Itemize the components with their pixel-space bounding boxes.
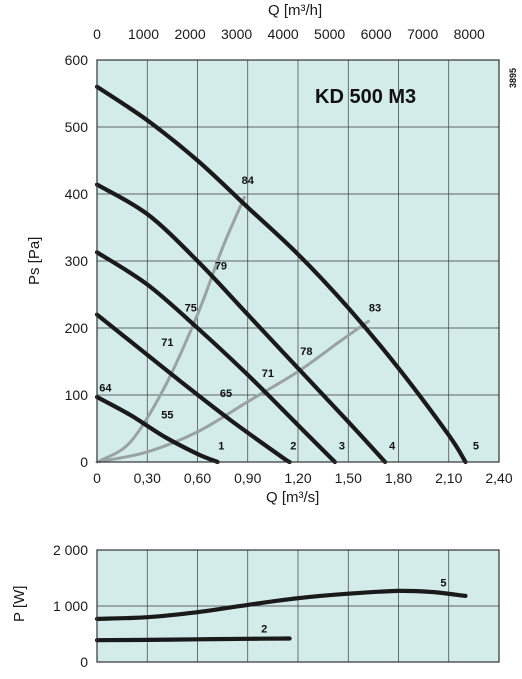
x-tick-label: 0,90 (234, 470, 261, 486)
power-curve-label: 2 (261, 623, 267, 635)
x2-tick-label: 6000 (361, 26, 392, 42)
x-tick-label: 1,80 (385, 470, 412, 486)
main-efficiency-curves (95, 195, 370, 464)
x-tick-label: 0,30 (134, 470, 161, 486)
fan-curve-2 (94, 312, 292, 465)
y-tick-label: 0 (80, 454, 88, 470)
curve-label: 2 (290, 440, 296, 452)
y-axis-title: Ps [Pa] (26, 237, 43, 285)
curve-label: 3 (339, 440, 345, 452)
x-tick-label: 0 (93, 470, 101, 486)
efficiency-label: 64 (99, 383, 112, 395)
main-x2-ticks: 0 1000 2000 3000 4000 5000 6000 7000 8000 (93, 26, 485, 42)
x2-tick-label: 3000 (221, 26, 252, 42)
power-grid (97, 550, 499, 662)
x-tick-label: 2,10 (435, 470, 462, 486)
x-axis-title: Q [m³/s] (266, 489, 319, 506)
power-curve-5 (94, 588, 468, 621)
x2-axis-title: Q [m³/h] (268, 2, 322, 19)
y-tick-label: 300 (65, 253, 89, 269)
curve-label: 4 (389, 440, 396, 452)
chart-title: KD 500 M3 (315, 86, 416, 108)
y-tick-label: 100 (65, 387, 89, 403)
y-tick-label: 600 (65, 52, 89, 68)
x-tick-label: 1,20 (284, 470, 311, 486)
efficiency-label: 79 (215, 261, 227, 273)
main-series-group (94, 84, 468, 465)
power-curve-2 (94, 636, 292, 643)
efficiency-label: 75 (185, 302, 197, 314)
efficiency-label: 78 (300, 346, 312, 358)
efficiency-label: 65 (220, 388, 232, 400)
x-tick-label: 1,50 (335, 470, 362, 486)
main-efficiency-labels: 64 55 65 71 71 75 78 79 84 83 (99, 175, 381, 422)
x2-tick-label: 7000 (407, 26, 438, 42)
power-y-axis-title: P [W] (11, 586, 28, 622)
power-y-ticks: 0 1 000 2 000 (53, 542, 88, 670)
main-x-ticks: 0 0,30 0,60 0,90 1,20 1,50 1,80 2,10 2,40 (93, 470, 513, 486)
power-series-group (94, 588, 468, 643)
efficiency-curve-1 (98, 195, 246, 463)
x-tick-label: 2,40 (485, 470, 512, 486)
x2-tick-label: 5000 (314, 26, 345, 42)
y-tick-label: 200 (65, 320, 89, 336)
x2-tick-label: 1000 (128, 26, 159, 42)
power-curve-labels: 52 (261, 577, 446, 635)
main-plot-border (96, 59, 500, 463)
main-curve-labels: 1 2 3 4 5 (218, 440, 479, 452)
x2-tick-label: 0 (93, 26, 101, 42)
fan-curve-3 (94, 250, 337, 465)
efficiency-label: 55 (161, 409, 173, 421)
efficiency-label: 71 (161, 337, 173, 349)
y-tick-label: 400 (65, 186, 89, 202)
power-y-tick-label: 1 000 (53, 598, 88, 614)
main-y-ticks: 0 100 200 300 400 500 600 (65, 52, 89, 470)
curve-label: 5 (473, 440, 479, 452)
power-plot-border (96, 549, 500, 663)
fan-curve-4 (94, 182, 388, 465)
main-plot: 0 0,30 0,60 0,90 1,20 1,50 1,80 2,10 2,40 010020… (26, 2, 518, 506)
efficiency-curve-2 (95, 319, 370, 464)
x2-tick-label: 2000 (174, 26, 205, 42)
x2-tick-label: 8000 (454, 26, 485, 42)
efficiency-label: 84 (242, 175, 255, 187)
fan-curve-1 (94, 394, 220, 465)
side-code: 3895 (508, 68, 518, 88)
x2-tick-label: 4000 (268, 26, 299, 42)
x-tick-label: 0,60 (184, 470, 211, 486)
fan-curve-5 (94, 84, 468, 465)
y-tick-label: 500 (65, 119, 89, 135)
power-y-tick-label: 0 (80, 654, 88, 670)
curve-label: 1 (218, 440, 224, 452)
efficiency-label: 83 (369, 302, 381, 314)
efficiency-label: 71 (262, 368, 274, 380)
power-y-tick-label: 2 000 (53, 542, 88, 558)
power-curve-label: 5 (440, 577, 446, 589)
